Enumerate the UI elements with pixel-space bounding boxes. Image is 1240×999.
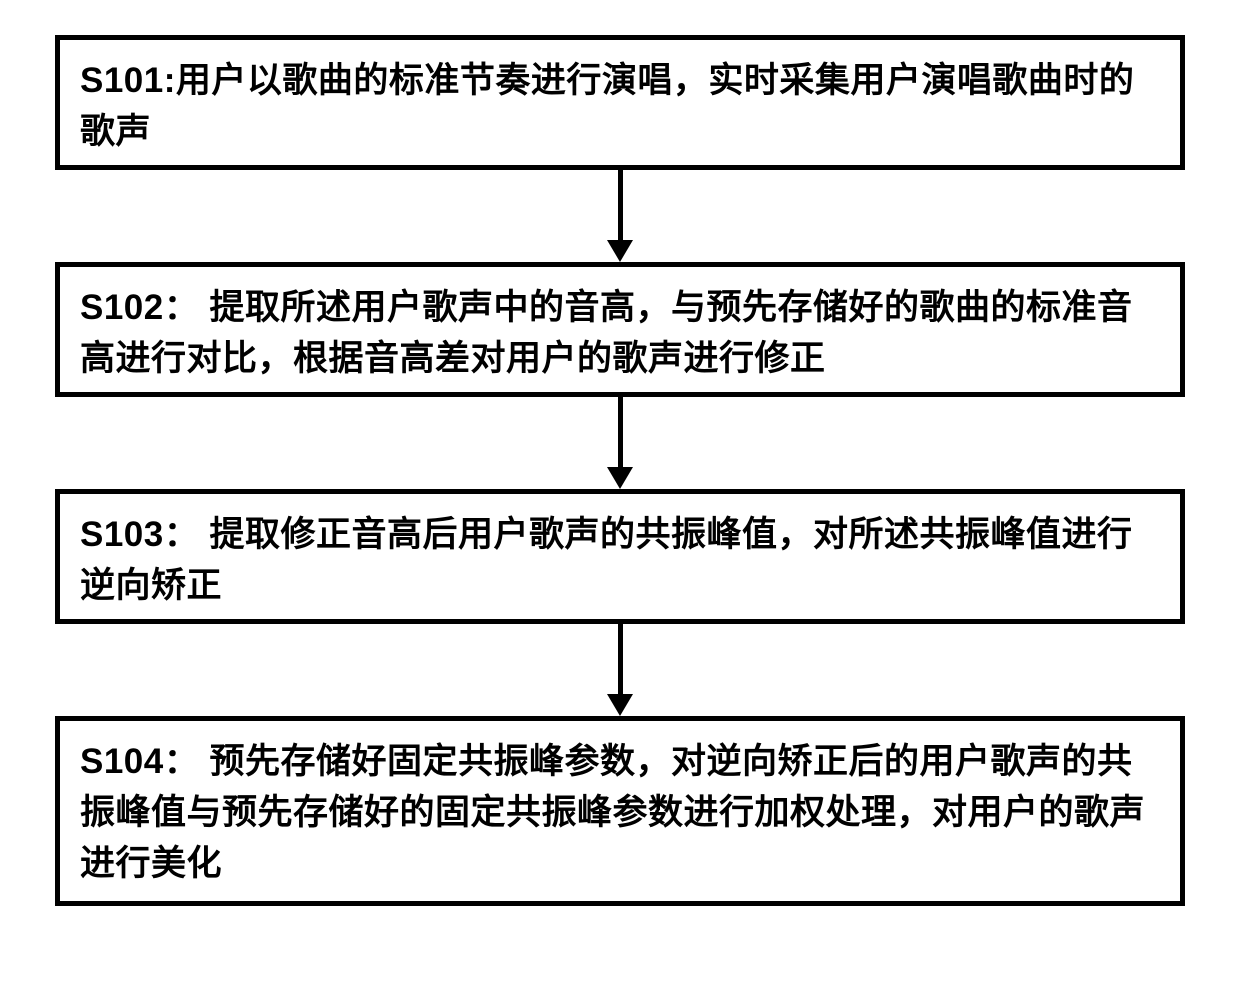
arrow-line xyxy=(618,170,623,240)
arrow-head-icon xyxy=(607,694,633,716)
flowchart-step-s103: S103： 提取修正音高后用户歌声的共振峰值，对所述共振峰值进行逆向矫正 xyxy=(55,489,1185,624)
flowchart-arrow-2 xyxy=(607,397,633,489)
arrow-head-icon xyxy=(607,240,633,262)
step-text-s103: S103： 提取修正音高后用户歌声的共振峰值，对所述共振峰值进行逆向矫正 xyxy=(80,510,1150,612)
step-text-s104: S104： 预先存储好固定共振峰参数，对逆向矫正后的用户歌声的共振峰值与预先存储… xyxy=(80,737,1150,889)
arrow-line xyxy=(618,624,623,694)
flowchart-step-s102: S102： 提取所述用户歌声中的音高，与预先存储好的歌曲的标准音高进行对比，根据… xyxy=(55,262,1185,397)
flowchart-step-s101: S101:用户以歌曲的标准节奏进行演唱，实时采集用户演唱歌曲时的歌声 xyxy=(55,35,1185,170)
flowchart-step-s104: S104： 预先存储好固定共振峰参数，对逆向矫正后的用户歌声的共振峰值与预先存储… xyxy=(55,716,1185,906)
arrow-line xyxy=(618,397,623,467)
flowchart-arrow-1 xyxy=(607,170,633,262)
step-text-s102: S102： 提取所述用户歌声中的音高，与预先存储好的歌曲的标准音高进行对比，根据… xyxy=(80,283,1150,385)
flowchart-arrow-3 xyxy=(607,624,633,716)
arrow-head-icon xyxy=(607,467,633,489)
step-text-s101: S101:用户以歌曲的标准节奏进行演唱，实时采集用户演唱歌曲时的歌声 xyxy=(80,56,1150,158)
